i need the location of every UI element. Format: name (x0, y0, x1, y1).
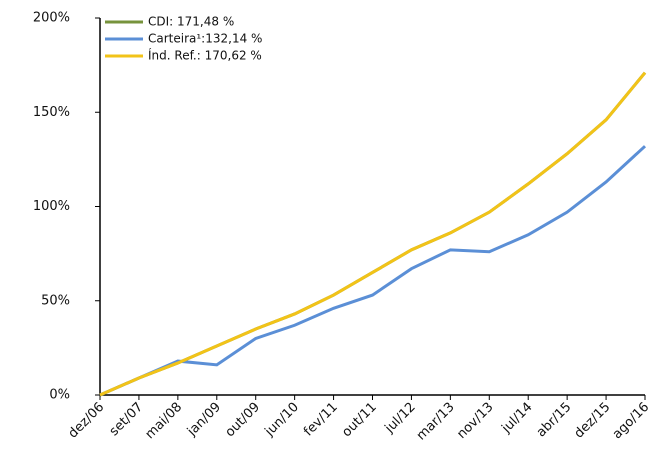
x-tick-label: dez/06 (66, 400, 108, 442)
x-tick-label: nov/13 (454, 400, 496, 442)
x-tick-label: dez/15 (572, 400, 614, 442)
x-tick-label: mar/13 (414, 400, 458, 444)
x-tick-label: jun/10 (262, 400, 302, 440)
series-line (99, 71, 647, 397)
legend-label: CDI: 171,48 % (148, 15, 234, 29)
x-tick-label: out/09 (223, 400, 263, 440)
y-tick-label: 150% (33, 105, 70, 120)
x-tick-label: jan/09 (184, 400, 224, 440)
x-tick-label: fev/11 (301, 400, 341, 440)
x-tick-label: abr/15 (534, 400, 575, 441)
series-line (99, 71, 647, 397)
y-tick-label: 100% (33, 199, 70, 214)
x-tick-label: jul/12 (382, 400, 419, 437)
y-tick-label: 50% (41, 293, 70, 308)
x-tick-label: jul/14 (498, 400, 535, 437)
x-tick-label: mai/08 (143, 400, 186, 443)
x-tick-label: ago/16 (610, 400, 652, 442)
y-tick-label: 200% (33, 11, 70, 26)
legend-label: Índ. Ref.: 170,62 % (148, 48, 262, 63)
y-tick-label: 0% (49, 388, 70, 403)
legend-label: Carteira¹:132,14 % (148, 32, 262, 46)
x-tick-label: out/11 (339, 400, 379, 440)
series-line (99, 145, 647, 397)
x-tick-label: set/07 (107, 400, 146, 439)
